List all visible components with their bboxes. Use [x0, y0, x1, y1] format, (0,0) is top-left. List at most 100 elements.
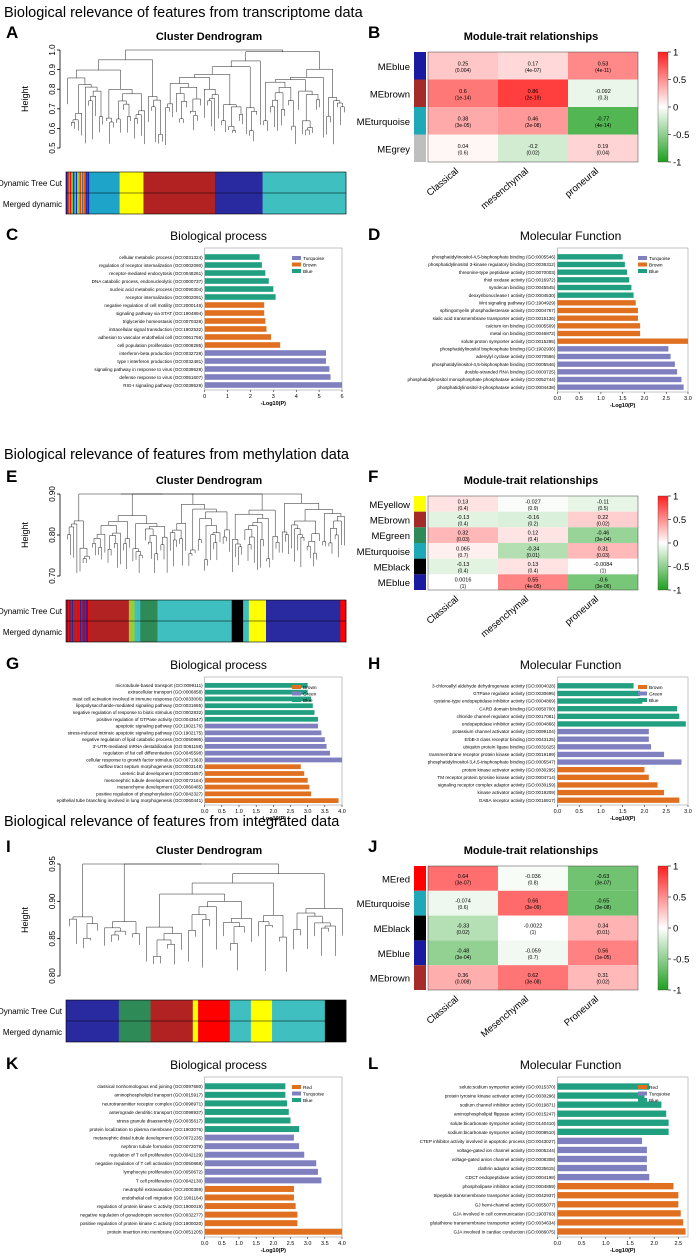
panel-letter: C	[6, 225, 18, 244]
legend-label: Red	[649, 1085, 658, 1091]
row-label: MEred	[382, 874, 410, 885]
bar-label: ureteric bud development (GO:0001657)	[120, 771, 203, 776]
x-tick-label: 1.0	[597, 809, 605, 815]
bar-label: threonine-type peptidase activity (GO:00…	[459, 270, 556, 275]
x-tick-label: 3	[272, 394, 275, 400]
heatmap-cell	[428, 496, 498, 512]
bar-label: cellular response to growth factor stimu…	[86, 757, 203, 762]
cell-pvalue: (0.5)	[598, 506, 609, 512]
legend-label: Brown	[303, 263, 317, 269]
bar	[204, 374, 331, 380]
bar-label: GJA involved in cardiac conduction (GO:0…	[454, 1229, 556, 1234]
x-tick-label: 4.0	[338, 1241, 346, 1247]
legend-swatch	[292, 685, 301, 689]
bar-label: adhesion to vascular endothelial cell (G…	[98, 335, 203, 340]
bar	[204, 1194, 294, 1201]
panel-title: Biological process	[170, 229, 267, 243]
bar-label: adenylyl cyclase activity (GO:0070566)	[476, 354, 556, 359]
bar	[557, 1110, 667, 1117]
bar	[557, 338, 688, 344]
x-tick-label: 2.0	[650, 1241, 658, 1247]
legend-label: Blue	[649, 269, 659, 275]
bar	[204, 784, 310, 790]
bar-label: neutrophil extravasation (GO:2000389)	[123, 1187, 203, 1192]
bar	[204, 1091, 286, 1098]
cell-pvalue: (3e-05)	[455, 123, 471, 129]
panel-title: Biological process	[170, 658, 267, 672]
panel-letter: J	[368, 837, 377, 856]
cell-value: 0.34	[598, 924, 609, 930]
cell-value: -0.036	[525, 874, 541, 880]
row-label: MEgreen	[371, 531, 410, 542]
x-tick-label: 0.0	[554, 1241, 562, 1247]
bar	[204, 278, 269, 284]
cell-value: 0.31	[598, 546, 609, 552]
bar	[557, 1101, 662, 1108]
cell-pvalue: (0.4)	[528, 569, 539, 575]
row-label: MEturquoise	[357, 547, 410, 558]
bar	[204, 757, 342, 763]
dendrogram-panel-A: A Cluster Dendrogram Height 1.0 0.9 0.8 0.7 0.6…	[0, 23, 347, 215]
axis-label-y: Height	[20, 85, 30, 112]
cell-pvalue: (4e-07)	[525, 68, 541, 74]
bar-label: calcium ion binding (GO:0005509)	[486, 324, 556, 329]
bar	[557, 1219, 684, 1226]
heatmap-cell	[498, 890, 568, 916]
bar-label: clathrin adaptor activity (GO:0035615)	[478, 1166, 556, 1171]
scale-tick-label: 0.5	[673, 893, 686, 904]
cell-value: 0.13	[458, 499, 469, 505]
bar-label: potassium channel activator activity (GO…	[452, 729, 555, 734]
axis-label-y: Height	[20, 906, 30, 933]
bar-label: RIG-I signaling pathway (GO:0039529)	[123, 383, 203, 388]
bar	[557, 1210, 681, 1217]
cell-pvalue: (0.4)	[458, 506, 469, 512]
cell-value: -0.77	[597, 116, 610, 122]
legend-swatch	[638, 1085, 647, 1089]
x-tick-label: 1.0	[235, 809, 243, 815]
bar	[557, 1155, 647, 1163]
bar-label: tripeptide transmembrane transporter act…	[434, 1193, 556, 1198]
bar	[557, 789, 665, 796]
bar-label: glutathione transmembrane transporter ac…	[430, 1220, 556, 1225]
panel-title: Biological process	[170, 1058, 267, 1072]
cell-pvalue: (4e-05)	[525, 584, 541, 590]
x-tick-label: 2.0	[270, 809, 278, 815]
heatmap-cell	[568, 574, 638, 590]
cell-value: -0.0084	[594, 562, 613, 568]
legend-label: Blue	[649, 698, 659, 704]
scale-tick-label: -1	[673, 586, 681, 597]
bar	[557, 698, 643, 704]
x-tick-label: 1.0	[235, 1241, 243, 1247]
bar	[204, 750, 330, 756]
x-tick-label: 1.0	[597, 396, 605, 402]
heatmap-frame	[427, 865, 639, 991]
bar-label: protein kinase activator activity (GO:00…	[462, 767, 556, 772]
bar	[204, 737, 325, 742]
col-label: Classical	[425, 994, 461, 1027]
bar-label: phospholipase inhibitor activity (GO:000…	[462, 1184, 555, 1189]
cell-pvalue: (0.02)	[596, 522, 609, 528]
x-tick-label: 3.0	[304, 809, 312, 815]
scale-tick-label: 0	[673, 924, 678, 935]
cell-value: -0.34	[527, 546, 540, 552]
axis-label-x: -Log10(P)	[261, 816, 287, 822]
legend-label: Blue	[649, 1098, 659, 1104]
heatmap-cell	[568, 79, 638, 107]
cell-value: 0.0016	[455, 578, 472, 584]
bar-label: signaling pathway in response to virus (…	[94, 367, 203, 372]
axis-label-x: -Log10(P)	[610, 403, 636, 409]
col-label: mesenchymal	[479, 166, 531, 212]
bar	[557, 736, 649, 742]
bar-label: CDCT endopeptidase activity (GO:0004198)	[465, 1175, 556, 1180]
cell-pvalue: (0.4)	[458, 569, 469, 575]
cell-pvalue: (3e-08)	[525, 980, 541, 986]
heatmap-cell	[428, 107, 498, 135]
legend-label: Red	[303, 1085, 312, 1091]
bar-label: negative regulation of gonadotropin secr…	[80, 1212, 203, 1217]
cell-pvalue: (3e-07)	[595, 880, 611, 886]
col-label: proneural	[563, 594, 601, 628]
x-tick-label: 2.0	[641, 396, 649, 402]
bar-label: sphingomyelin phosphodiesterase activity…	[440, 308, 556, 313]
